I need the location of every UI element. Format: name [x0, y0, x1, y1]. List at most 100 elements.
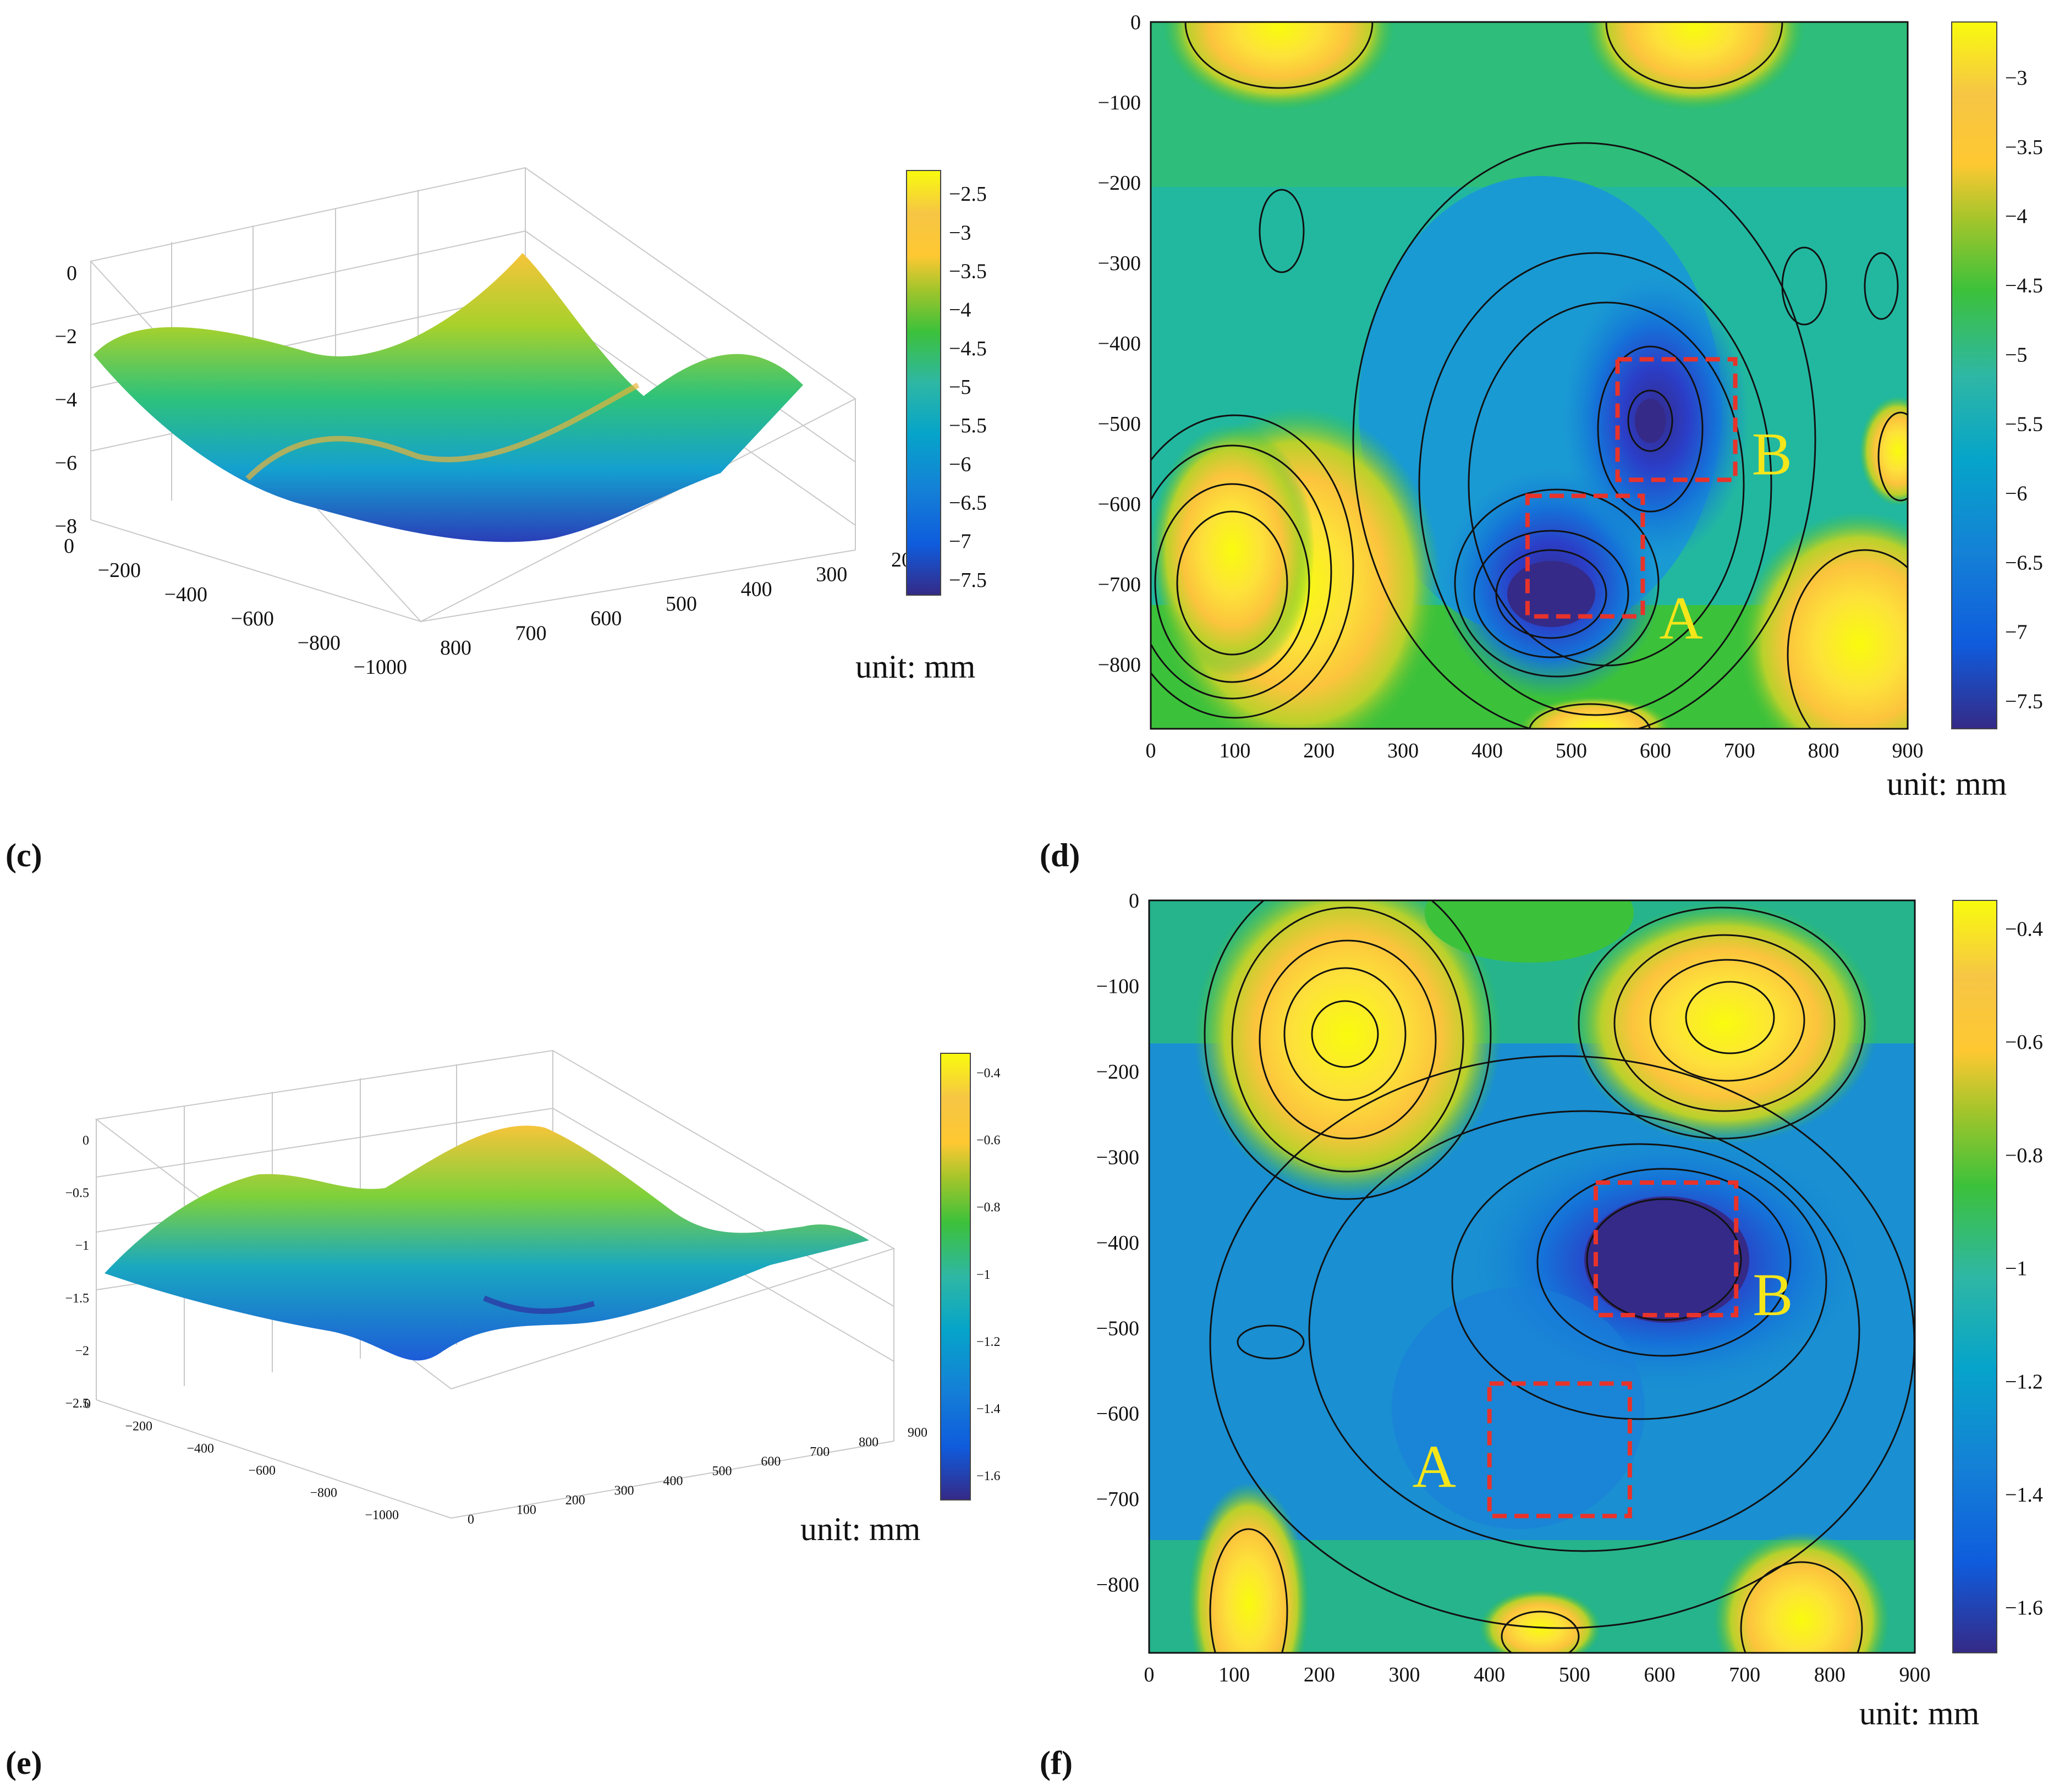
chart-f-zone-a-label: A — [1413, 1433, 1456, 1500]
chart-e-xtick-label: 200 — [565, 1493, 585, 1508]
chart-f-ytick-label: −200 — [1096, 1060, 1139, 1084]
chart-e-ztick-label: −1 — [75, 1239, 89, 1253]
chart-f-colorbar-tick: −1.4 — [2005, 1483, 2043, 1507]
chart-c-colorbar — [906, 170, 941, 596]
chart-e-colorbar-tick: −0.8 — [976, 1201, 1001, 1215]
chart-e-ztick-label: −2.5 — [65, 1397, 89, 1411]
chart-f-colorbar-tick: −0.6 — [2005, 1031, 2043, 1054]
chart-e-xtick-label: 500 — [712, 1464, 732, 1478]
chart-f-xtick-label: 700 — [1729, 1663, 1760, 1686]
chart-f-colorbar-tick: −1.2 — [2005, 1370, 2043, 1393]
chart-d-xtick-label: 700 — [1724, 739, 1755, 762]
chart-e-ztick-label: −1.5 — [65, 1291, 89, 1306]
chart-d-colorbar-tick: −7 — [2005, 621, 2027, 644]
chart-d-zone-b-label: B — [1752, 420, 1792, 487]
chart-c-xtick-label: 600 — [590, 607, 622, 630]
chart-d-xtick-label: 200 — [1303, 739, 1334, 762]
chart-c-colorbar-tick: −3 — [949, 221, 971, 244]
chart-e-colorbar-tick: −1.2 — [976, 1335, 1001, 1349]
chart-c-colorbar-tick: −5 — [949, 376, 971, 399]
unit-label-d: unit: mm — [1887, 766, 2007, 802]
chart-e-colorbar-tick: −0.6 — [976, 1134, 1001, 1148]
chart-e-xtick-label: 400 — [663, 1474, 683, 1488]
chart-d-xtick-label: 900 — [1892, 739, 1924, 762]
chart-d-colorbar-tick: −4 — [2005, 205, 2027, 228]
chart-d-colorbar-tick: −5.5 — [2005, 413, 2043, 436]
chart-d: A B 0 100 200 300 400 500 600 700 800 900 0 −100 −2… — [1098, 11, 2043, 762]
chart-d-colorbar-tick: −7.5 — [2005, 690, 2043, 713]
chart-d-ytick-label: −500 — [1098, 413, 1141, 436]
chart-f-xtick-label: 900 — [1899, 1663, 1931, 1686]
chart-f-box-a — [1487, 1381, 1632, 1519]
chart-e-xtick-label: 300 — [614, 1483, 634, 1498]
chart-f: A B 0 100 200 300 400 500 600 700 800 900 0 −100 −2… — [1096, 889, 2043, 1686]
chart-d-xtick-label: 400 — [1471, 739, 1503, 762]
chart-c-xtick-label: 500 — [666, 592, 697, 615]
chart-d-contours — [1151, 22, 1908, 729]
chart-f-colorbar-tick: −1 — [2005, 1257, 2027, 1280]
chart-d-colorbar-tick: −3 — [2005, 67, 2027, 90]
chart-c-xtick-labels: 800700600500400300200 — [440, 548, 922, 659]
chart-d-box-b — [1615, 357, 1738, 482]
chart-f-colorbar-tick: −0.4 — [2005, 917, 2043, 941]
chart-d-xtick-label: 800 — [1808, 739, 1839, 762]
chart-c-colorbar-tick: −3.5 — [949, 260, 987, 283]
chart-e-ytick-label: −200 — [125, 1419, 152, 1433]
chart-c-colorbar-ticks: −2.5 −3 −3.5 −4 −4.5 −5 −5.5 −6 −6.5 −7 −7.5 — [949, 183, 987, 592]
chart-d-box-a — [1525, 493, 1645, 619]
chart-e-colorbar-ticks: −0.4 −0.6 −0.8 −1 −1.2 −1.4 −1.6 — [976, 1067, 1001, 1484]
chart-f-ytick-label: −500 — [1096, 1317, 1139, 1340]
chart-c-ytick-label: −1000 — [354, 656, 407, 679]
chart-c-colorbar-tick: −5.5 — [949, 414, 987, 437]
chart-d-xtick-labels: 0 100 200 300 400 500 600 700 800 900 — [1146, 739, 1924, 762]
chart-d-ytick-label: −200 — [1098, 172, 1141, 195]
chart-c-ytick-label: −400 — [164, 583, 207, 606]
chart-f-colorbar-tick: −1.6 — [2005, 1597, 2043, 1620]
chart-f-xtick-label: 600 — [1644, 1663, 1676, 1686]
chart-d-ytick-label: −800 — [1098, 653, 1141, 677]
chart-d-xtick-label: 500 — [1556, 739, 1587, 762]
chart-c-xtick-label: 300 — [816, 563, 847, 586]
chart-d-xtick-label: 600 — [1640, 739, 1671, 762]
chart-f-ytick-label: −300 — [1096, 1146, 1139, 1169]
chart-f-xtick-label: 300 — [1389, 1663, 1420, 1686]
chart-f-xtick-label: 200 — [1304, 1663, 1335, 1686]
chart-d-ytick-label: −100 — [1098, 91, 1141, 114]
chart-e-ztick-label: 0 — [83, 1134, 89, 1148]
chart-e-ytick-label: −600 — [248, 1464, 276, 1478]
chart-c-colorbar-tick: −4.5 — [949, 337, 987, 360]
chart-d-zone-a-label: A — [1659, 585, 1702, 652]
chart-c-ztick-label: −6 — [55, 452, 77, 475]
panel-label-d: (d) — [1040, 837, 1080, 873]
chart-d-ytick-label: −600 — [1098, 493, 1141, 516]
chart-e-ytick-label: −800 — [310, 1486, 337, 1500]
chart-c-surface — [94, 253, 803, 542]
chart-f-xtick-label: 500 — [1559, 1663, 1590, 1686]
chart-c-ytick-label: 0 — [64, 535, 74, 558]
chart-f-ytick-label: −400 — [1096, 1232, 1139, 1255]
chart-d-colorbar-tick: −3.5 — [2005, 136, 2043, 159]
chart-d-colorbar-tick: −6.5 — [2005, 552, 2043, 575]
chart-f-ytick-label: −800 — [1096, 1574, 1139, 1597]
chart-f-box-b — [1594, 1180, 1739, 1317]
chart-e-ytick-label: −400 — [186, 1442, 214, 1456]
chart-c-ytick-label: −200 — [98, 559, 141, 582]
chart-c-colorbar-tick: −7 — [949, 530, 971, 553]
chart-f-zone-b-label: B — [1753, 1261, 1793, 1328]
chart-c-ytick-label: −600 — [231, 607, 274, 630]
chart-f-ytick-label: −700 — [1096, 1488, 1139, 1511]
chart-d-colorbar-tick: −6 — [2005, 482, 2027, 505]
chart-c-colorbar-tick: −6.5 — [949, 492, 987, 515]
chart-c-colorbar-tick: −2.5 — [949, 183, 987, 206]
chart-e-xtick-label: 700 — [810, 1445, 830, 1459]
chart-e: 0 −0.5 −1 −1.5 −2 −2.5 0 −200 −400 −600 −800 −1000… — [65, 1049, 1001, 1527]
chart-e-ztick-labels: 0 −0.5 −1 −1.5 −2 −2.5 — [65, 1134, 89, 1411]
chart-f-xtick-label: 400 — [1474, 1663, 1505, 1686]
chart-d-ytick-label: 0 — [1130, 11, 1141, 34]
chart-e-xtick-labels: 0 100 200 300 400 500 600 700 800 900 — [468, 1426, 927, 1527]
chart-d-colorbar — [1951, 21, 1997, 729]
chart-d-colorbar-tick: −5 — [2005, 344, 2027, 367]
chart-f-xtick-label: 800 — [1814, 1663, 1846, 1686]
chart-f-xtick-label: 100 — [1218, 1663, 1250, 1686]
